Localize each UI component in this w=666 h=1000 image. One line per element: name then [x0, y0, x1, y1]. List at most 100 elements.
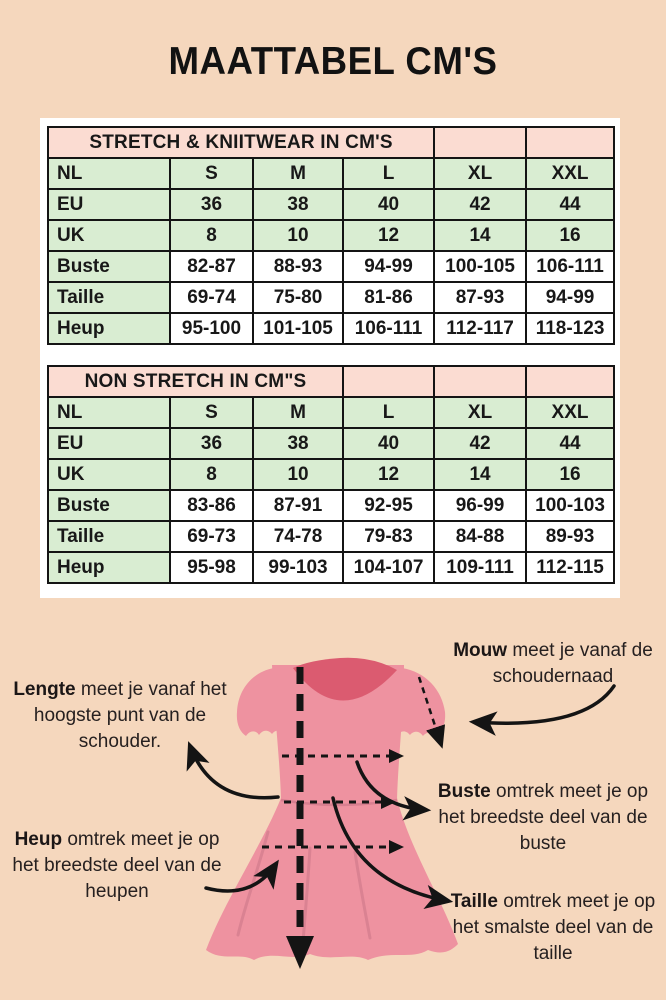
table-row: UK 8 10 12 14 16: [47, 458, 616, 491]
cell: 16: [525, 219, 616, 252]
heup-note: Heup omtrek meet je op het breedste deel…: [12, 827, 222, 905]
row-label: UK: [47, 458, 171, 491]
cell: 74-78: [251, 520, 345, 553]
table-title-cell: STRETCH & KNIITWEAR IN CM'S: [46, 126, 436, 159]
cell: 95-100: [169, 312, 254, 345]
cell: 10: [251, 458, 345, 491]
buste-note-keyword: Buste: [437, 781, 491, 802]
cell: 44: [525, 427, 616, 460]
cell: XL: [433, 396, 528, 429]
cell: 92-95: [342, 489, 436, 522]
cell: M: [252, 157, 344, 190]
row-label: NL: [47, 396, 171, 429]
table-row: Buste 83-86 87-91 92-95 96-99 100-103: [47, 489, 616, 522]
cell: 112-117: [433, 312, 528, 345]
stretch-size-table: STRETCH & KNIITWEAR IN CM'S NL S M L XL …: [46, 126, 616, 345]
cell: 84-88: [433, 520, 528, 553]
cell: 87-91: [251, 489, 345, 522]
cell: 99-103: [251, 551, 345, 584]
taille-note-text: omtrek meet je op het smalste deel van d…: [452, 891, 656, 964]
stretch-table-sheet: STRETCH & KNIITWEAR IN CM'S NL S M L XL …: [40, 118, 620, 361]
cell: 95-98: [169, 551, 254, 584]
taille-note-keyword: Taille: [450, 891, 498, 912]
table-row: NL S M L XL XXL: [47, 157, 616, 190]
mouw-note: Mouw meet je vanaf de schoudernaad: [440, 638, 666, 690]
row-label: EU: [47, 188, 171, 221]
mouw-note-keyword: Mouw: [453, 640, 508, 661]
cell: 83-86: [169, 489, 254, 522]
cell: 10: [252, 219, 344, 252]
cell: 82-87: [169, 250, 254, 283]
cell: 36: [169, 427, 254, 460]
cell: 42: [433, 427, 528, 460]
cell: 16: [525, 458, 616, 491]
row-label: Taille: [47, 520, 171, 553]
cell: 109-111: [433, 551, 528, 584]
dress-skirt: [206, 798, 458, 960]
cell: 94-99: [341, 250, 436, 283]
empty-cell: [342, 365, 436, 398]
heup-note-keyword: Heup: [14, 829, 63, 850]
cell: 8: [169, 458, 254, 491]
row-label: Taille: [47, 281, 171, 314]
table-row: Taille 69-73 74-78 79-83 84-88 89-93: [47, 520, 616, 553]
heup-note-text: omtrek meet je op het breedste deel van …: [12, 829, 222, 902]
buste-note: Buste omtrek meet je op het breedste dee…: [430, 779, 656, 857]
table-row: UK 8 10 12 14 16: [47, 219, 616, 252]
buste-arrow: [355, 760, 432, 821]
table-row: NON STRETCH IN CM"S: [46, 365, 616, 398]
lengte-arrow: [186, 741, 280, 800]
mouw-note-text: meet je vanaf de schoudernaad: [492, 640, 653, 687]
cell: 14: [433, 458, 528, 491]
cell: 106-111: [341, 312, 436, 345]
row-label: Heup: [47, 551, 171, 584]
cell: L: [341, 157, 436, 190]
cell: 101-105: [252, 312, 344, 345]
sleeve-dashed-line: [417, 676, 446, 749]
cell: 79-83: [342, 520, 436, 553]
cell: 12: [341, 219, 436, 252]
cell: 8: [169, 219, 254, 252]
cell: 14: [433, 219, 528, 252]
cell: 75-80: [252, 281, 344, 314]
table-row: Taille 69-74 75-80 81-86 87-93 94-99: [47, 281, 616, 314]
dress-left-sleeve: [236, 668, 285, 736]
cell: 118-123: [525, 312, 616, 345]
page-title: MAATTABEL CM'S: [168, 40, 498, 83]
cell: 100-103: [525, 489, 616, 522]
empty-cell: [525, 126, 616, 159]
empty-cell: [525, 365, 616, 398]
cell: XXL: [525, 157, 616, 190]
row-label: Buste: [47, 250, 171, 283]
empty-cell: [433, 126, 528, 159]
cell: 94-99: [525, 281, 616, 314]
table-row: Heup 95-98 99-103 104-107 109-111 112-11…: [47, 551, 616, 584]
length-arrowhead-icon: [286, 936, 314, 969]
heup-arrow: [204, 859, 279, 893]
cell: 104-107: [342, 551, 436, 584]
buste-note-text: omtrek meet je op het breedste deel van …: [438, 781, 649, 854]
taille-note: Taille omtrek meet je op het smalste dee…: [440, 889, 666, 967]
nonstretch-size-table: NON STRETCH IN CM"S NL S M L XL XXL EU 3…: [46, 365, 616, 584]
pointer-arrows: [186, 684, 616, 910]
cell: 81-86: [341, 281, 436, 314]
cell: 112-115: [525, 551, 616, 584]
cell: XXL: [525, 396, 616, 429]
dress-measure-diagram: [186, 657, 616, 969]
cell: M: [251, 396, 345, 429]
cell: S: [169, 396, 254, 429]
cell: 38: [251, 427, 345, 460]
table-row: Buste 82-87 88-93 94-99 100-105 106-111: [47, 250, 616, 283]
empty-cell: [433, 365, 528, 398]
table-row: STRETCH & KNIITWEAR IN CM'S: [46, 126, 616, 159]
cell: 36: [169, 188, 254, 221]
cell: 88-93: [252, 250, 344, 283]
table-row: EU 36 38 40 42 44: [47, 427, 616, 460]
dress-illustration: [206, 657, 458, 960]
row-label: NL: [47, 157, 171, 190]
dress-neckline: [293, 657, 397, 701]
cell: 38: [252, 188, 344, 221]
cell: 100-105: [433, 250, 528, 283]
table-row: NL S M L XL XXL: [47, 396, 616, 429]
table-title-cell: NON STRETCH IN CM"S: [46, 365, 345, 398]
